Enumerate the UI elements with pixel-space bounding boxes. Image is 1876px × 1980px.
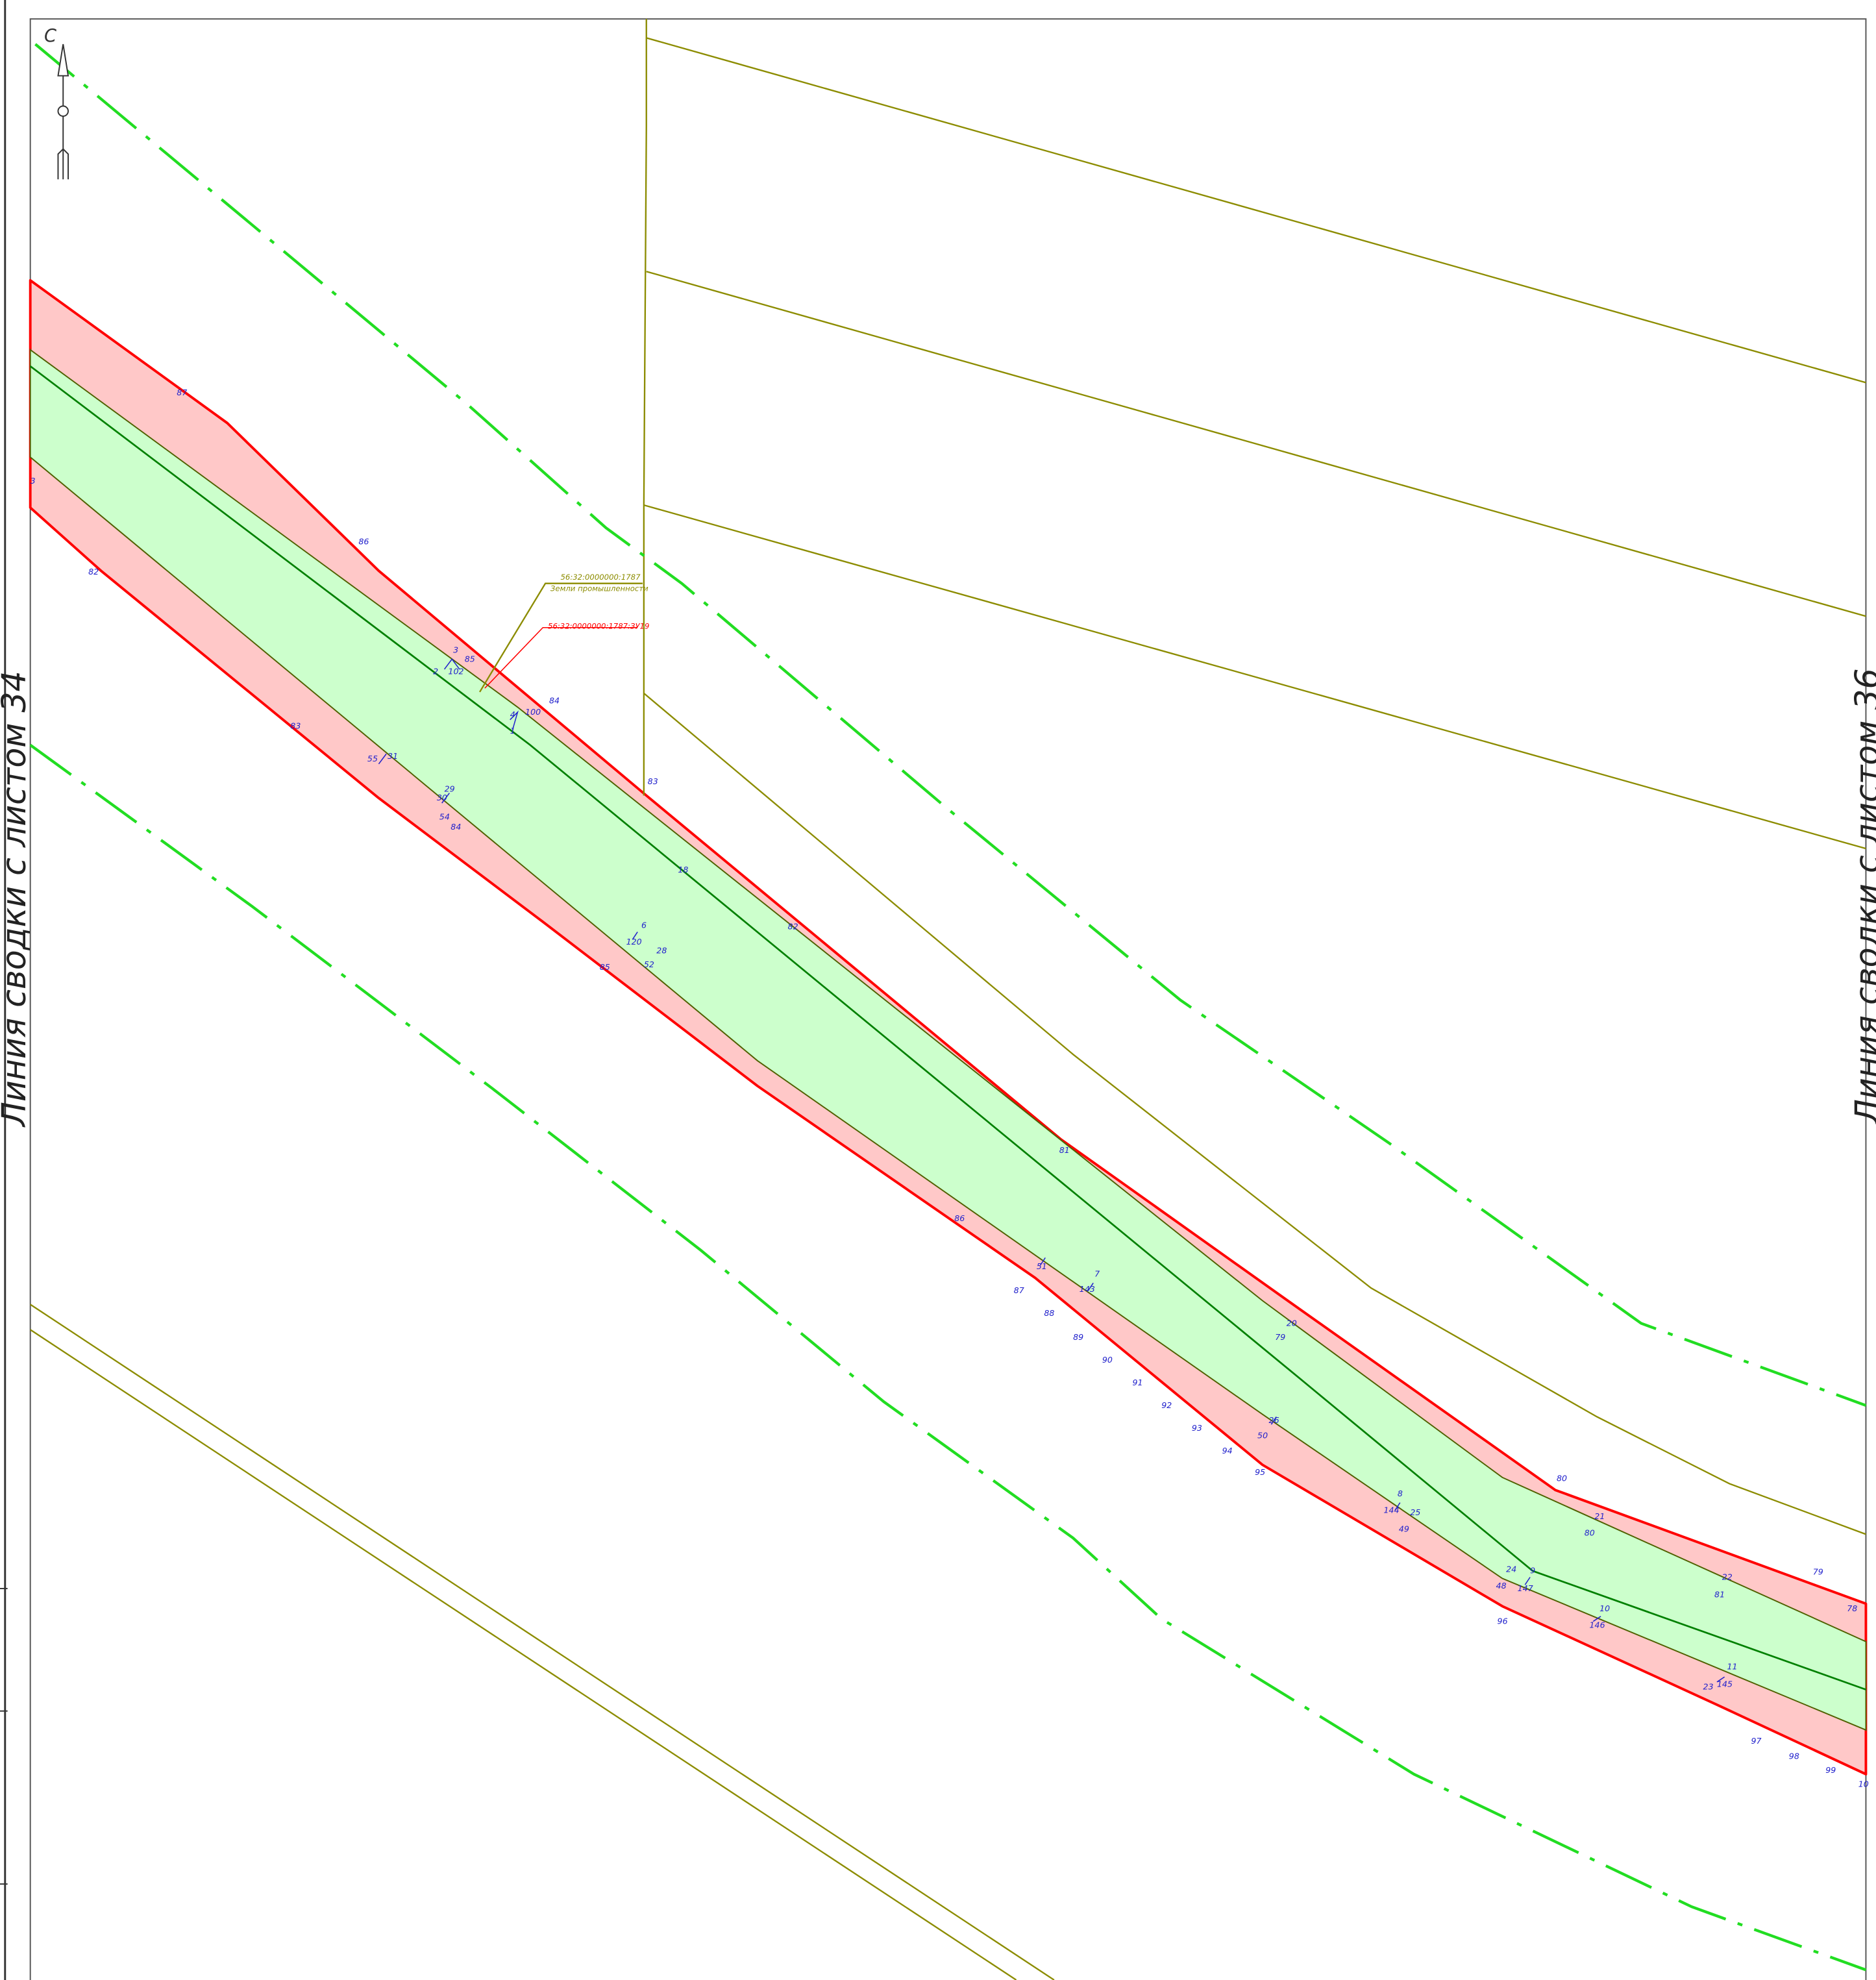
point-label: 87	[177, 388, 187, 397]
point-label: 48	[1496, 1581, 1507, 1590]
point-label: 11	[1727, 1661, 1738, 1671]
point-label: 86	[358, 536, 369, 546]
point-label: 52	[644, 959, 654, 969]
point-label: 20	[1287, 1318, 1297, 1328]
subparcel-number: 56:32:0000000:1787:ЗУ19	[548, 622, 649, 631]
point-label: 102	[448, 667, 463, 676]
parcel-category: Земли промышленности	[550, 584, 648, 593]
point-label: 84	[450, 822, 461, 832]
point-label: 92	[1161, 1400, 1172, 1410]
point-label: 79	[1813, 1567, 1823, 1577]
point-label: 10	[1599, 1603, 1610, 1613]
point-label: 97	[1751, 1736, 1761, 1746]
point-label: 84	[549, 695, 560, 705]
point-label: 26	[1269, 1415, 1279, 1425]
point-label: 98	[1789, 1751, 1799, 1761]
point-label: 2	[433, 667, 438, 676]
point-labels: 87 86 82 3 85 2 102 84 4 100 1 83 55 31 …	[31, 388, 1869, 1789]
left-seam-label: Линия сводки с листом 34	[0, 671, 33, 1128]
point-label: 87	[1014, 1285, 1024, 1295]
point-label: 31	[388, 751, 398, 761]
map-frame	[29, 18, 1867, 1980]
point-label: 79	[1275, 1332, 1285, 1342]
point-markers	[378, 658, 1725, 1683]
pipeline-axis-line	[29, 365, 1866, 1690]
point-label: 82	[788, 922, 798, 932]
point-label: 94	[1222, 1446, 1233, 1455]
point-label: 81	[1714, 1590, 1725, 1600]
point-label: 4	[510, 710, 515, 719]
point-label: 120	[626, 937, 642, 947]
point-label: 88	[1044, 1308, 1054, 1318]
point-label: 145	[1717, 1679, 1733, 1689]
point-label: 83	[290, 721, 301, 730]
point-label: 50	[1257, 1431, 1268, 1441]
point-label: 55	[367, 754, 378, 763]
subparcel-leader	[484, 626, 638, 689]
point-label: 1	[510, 726, 515, 736]
point-label: 23	[1703, 1682, 1714, 1692]
point-label: 54	[439, 811, 450, 821]
north-label: С	[44, 26, 56, 46]
right-seam-label: Линия сводки с листом 36	[1848, 668, 1876, 1125]
point-label: 89	[1073, 1332, 1083, 1342]
point-label: 146	[1590, 1620, 1605, 1629]
point-label: 78	[1847, 1603, 1857, 1613]
point-label: 96	[1498, 1616, 1508, 1626]
point-label: 24	[1506, 1565, 1516, 1574]
point-label: 3	[453, 645, 458, 655]
point-label: 21	[1594, 1511, 1605, 1521]
restriction-zone-red	[29, 278, 1868, 1776]
protection-lines	[29, 43, 1867, 1972]
point-label: 85	[600, 962, 610, 972]
point-label: 51	[1037, 1261, 1047, 1271]
point-label: 144	[1384, 1505, 1400, 1515]
point-label: 143	[1080, 1284, 1095, 1294]
point-label: 8	[1398, 1489, 1403, 1498]
point-label: 86	[954, 1213, 965, 1223]
point-label: 83	[648, 776, 658, 786]
parcel-boundaries	[30, 19, 1866, 1980]
point-label: 25	[1410, 1507, 1420, 1517]
point-label: 147	[1518, 1583, 1533, 1593]
point-label: 10	[1858, 1779, 1869, 1788]
point-label: 93	[1192, 1423, 1202, 1433]
point-label: 91	[1133, 1378, 1143, 1387]
point-label: 49	[1399, 1524, 1409, 1533]
point-label: 22	[1722, 1572, 1733, 1581]
point-label: 30	[437, 793, 447, 802]
pipeline-corridor-green	[29, 348, 1867, 1731]
point-label: 3	[31, 476, 36, 486]
point-label: 82	[88, 567, 99, 576]
point-label: 95	[1255, 1467, 1265, 1477]
point-label: 6	[641, 921, 647, 930]
point-label: 81	[1059, 1145, 1070, 1155]
north-arrow-icon	[57, 43, 69, 180]
point-label: 80	[1585, 1528, 1595, 1537]
point-label: 80	[1557, 1474, 1567, 1483]
point-label: 7	[1094, 1269, 1100, 1279]
point-label: 29	[445, 784, 455, 794]
parcel-number: 56:32:0000000:1787	[560, 573, 641, 582]
point-label: 90	[1102, 1355, 1113, 1365]
point-label: 9	[1530, 1566, 1535, 1576]
point-label: 100	[525, 707, 541, 717]
point-label: 18	[678, 865, 688, 874]
point-label: 28	[656, 946, 667, 956]
point-label: 99	[1825, 1765, 1836, 1775]
point-label: 85	[465, 654, 475, 663]
